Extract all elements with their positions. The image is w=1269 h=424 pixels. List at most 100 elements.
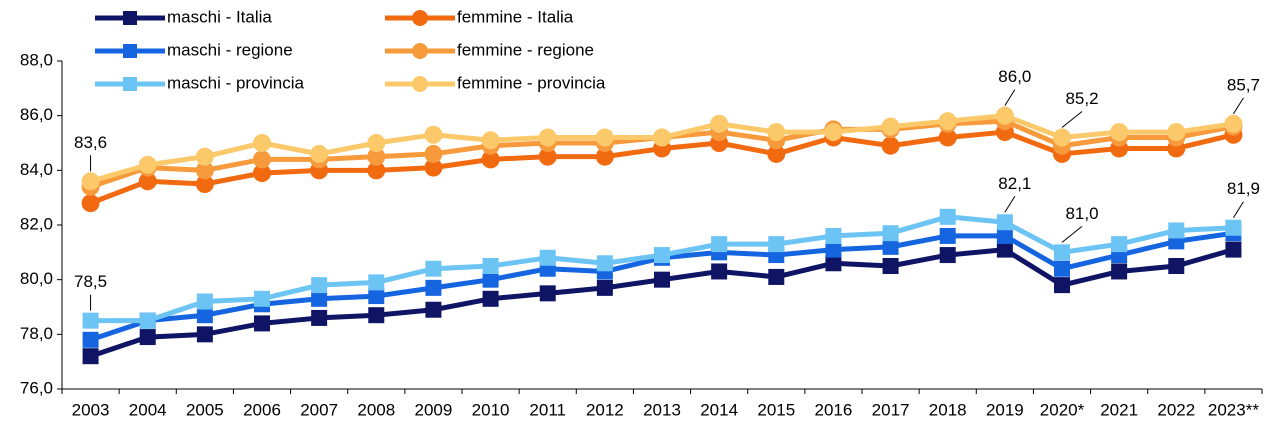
label-leader [1004, 196, 1016, 213]
marker [882, 258, 899, 274]
marker [1054, 277, 1070, 294]
legend-marker [123, 11, 137, 25]
marker [1111, 263, 1128, 280]
x-tick-label: 2010 [472, 400, 510, 419]
label-leader [1233, 201, 1244, 218]
marker [425, 301, 442, 318]
marker [368, 274, 385, 291]
data-label: 78,5 [74, 272, 107, 291]
marker [1167, 123, 1186, 142]
marker [138, 155, 157, 174]
marker [482, 258, 499, 274]
marker [1168, 258, 1185, 274]
legend-label: femmine - regione [457, 40, 594, 59]
marker [254, 290, 270, 307]
marker [824, 123, 843, 142]
marker [1111, 236, 1128, 253]
marker [1168, 222, 1185, 239]
marker [1053, 128, 1071, 147]
x-tick-label: 2004 [129, 400, 167, 419]
y-tick-label: 80,0 [20, 269, 53, 288]
legend-label: maschi - regione [167, 40, 293, 59]
marker [654, 271, 670, 288]
marker [939, 247, 956, 264]
marker [253, 164, 271, 183]
marker [195, 161, 214, 180]
marker [538, 147, 557, 166]
marker [196, 293, 213, 310]
label-leader [1061, 111, 1083, 128]
data-label: 86,0 [998, 67, 1031, 86]
y-tick-label: 82,0 [20, 214, 53, 233]
x-tick-label: 2018 [929, 400, 967, 419]
marker [996, 214, 1013, 231]
marker [825, 227, 842, 244]
marker [539, 249, 556, 266]
marker [368, 288, 385, 305]
marker [1054, 244, 1070, 261]
marker [767, 123, 786, 142]
marker [1225, 219, 1242, 236]
data-label: 83,6 [74, 133, 107, 152]
label-leader [1233, 97, 1244, 115]
marker [1054, 260, 1070, 277]
x-tick-label: 2016 [815, 400, 853, 419]
marker [425, 279, 442, 296]
x-tick-label: 2023** [1208, 400, 1259, 419]
x-tick-label: 2008 [357, 400, 395, 419]
marker [995, 106, 1014, 125]
marker [368, 307, 385, 324]
x-tick-label: 2011 [529, 400, 566, 419]
legend-label: femmine - Italia [457, 7, 574, 26]
marker [311, 309, 328, 326]
marker [196, 307, 213, 324]
marker [711, 263, 728, 280]
marker [939, 227, 956, 244]
marker [825, 241, 842, 258]
x-tick-label: 2014 [700, 400, 738, 419]
marker [654, 247, 670, 264]
marker [768, 236, 785, 253]
legend-label: femmine - provincia [457, 73, 606, 92]
marker [82, 348, 99, 365]
marker [768, 268, 785, 285]
marker [424, 158, 443, 177]
marker [538, 128, 557, 147]
data-label: 81,0 [1065, 204, 1098, 223]
y-tick-label: 76,0 [20, 378, 53, 397]
marker [1110, 123, 1129, 142]
x-tick-label: 2009 [415, 400, 453, 419]
y-tick-label: 84,0 [20, 160, 53, 179]
data-label: 85,7 [1227, 75, 1260, 94]
marker [82, 331, 99, 348]
marker [81, 194, 100, 213]
marker [881, 117, 900, 136]
marker [139, 312, 156, 329]
marker [253, 150, 271, 169]
x-tick-label: 2021 [1100, 400, 1138, 419]
marker [996, 227, 1013, 244]
marker [195, 175, 214, 193]
marker [1225, 241, 1242, 258]
marker [196, 326, 213, 343]
marker [539, 285, 556, 302]
marker [139, 329, 156, 346]
data-label: 81,9 [1227, 179, 1260, 198]
marker [882, 238, 899, 255]
marker [311, 290, 328, 307]
marker [938, 128, 957, 147]
data-label: 82,1 [998, 174, 1031, 193]
legend-marker [123, 77, 137, 91]
legend-label: maschi - Italia [167, 7, 272, 26]
marker [367, 147, 386, 166]
x-tick-label: 2006 [243, 400, 281, 419]
x-tick-label: 2013 [643, 400, 681, 419]
marker [424, 125, 443, 144]
marker [481, 150, 500, 169]
legend-marker [412, 43, 428, 59]
label-leader [1004, 89, 1016, 106]
x-tick-label: 2012 [586, 400, 624, 419]
marker [81, 172, 100, 191]
x-tick-label: 2007 [300, 400, 338, 419]
